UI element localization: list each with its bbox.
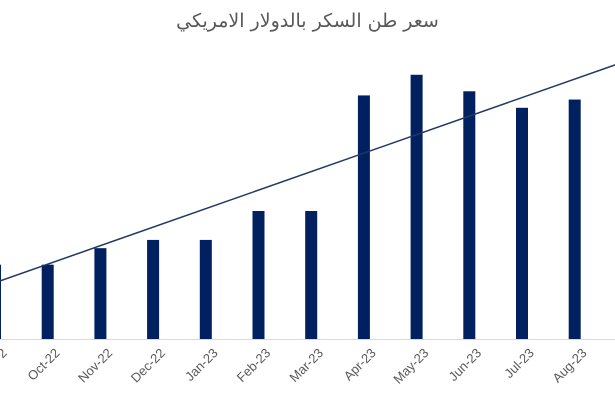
bar-jul-23 — [516, 107, 528, 339]
x-tick-label: Dec-22 — [128, 345, 168, 385]
chart-title: سعر طن السكر بالدولار الامريكي — [176, 10, 439, 32]
x-tick-label: 2 — [0, 345, 10, 361]
x-tick-label: Oct-22 — [24, 345, 62, 383]
x-tick-label: Jan-23 — [182, 345, 221, 384]
bar-nov-22 — [94, 248, 107, 339]
x-tick-label: Nov-22 — [75, 345, 115, 385]
x-tick-label: Mar-23 — [286, 345, 326, 385]
bar-feb-23 — [252, 211, 265, 339]
bar-dec-22 — [147, 239, 160, 339]
x-tick-label: Jul-23 — [501, 345, 537, 381]
bar-mar-23 — [305, 211, 318, 339]
trendline — [0, 64, 615, 282]
bar-apr-23 — [357, 95, 370, 340]
bar-jun-23 — [463, 91, 476, 340]
x-tick-label: Feb-23 — [234, 345, 274, 385]
bar-oct-22 — [41, 264, 54, 339]
x-tick-label: Apr-23 — [341, 345, 379, 383]
x-tick-label: Jun-23 — [445, 345, 484, 384]
bar-group — [0, 74, 581, 340]
bar-aug-23 — [568, 99, 581, 340]
bar-may-23 — [410, 74, 423, 340]
bar-jan-23 — [199, 239, 212, 339]
x-tick-label: May-23 — [390, 345, 431, 386]
bar-sep-22 — [0, 264, 1, 339]
x-tick-group: 2 Oct-22 Nov-22 Dec-22 Jan-23 Feb-23 Mar-23 Apr… — [0, 345, 590, 386]
x-tick-label: Aug-23 — [549, 345, 589, 385]
